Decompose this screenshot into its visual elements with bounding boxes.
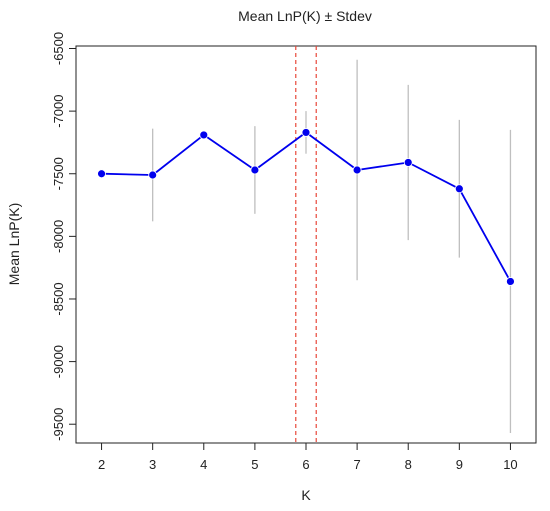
y-tick-label-4: -8500 <box>51 282 66 315</box>
y-axis-label: Mean LnP(K) <box>6 203 22 285</box>
data-point-k6 <box>301 128 311 137</box>
x-tick-label-2: 2 <box>98 457 105 472</box>
data-point-k4 <box>199 130 209 140</box>
x-tick-label-7: 7 <box>353 457 360 472</box>
x-tick-label-4: 4 <box>200 457 207 472</box>
data-point-k9 <box>454 184 464 194</box>
data-points <box>97 128 515 286</box>
x-tick-label-3: 3 <box>149 457 156 472</box>
x-tick-label-10: 10 <box>503 457 517 472</box>
x-tick-label-9: 9 <box>456 457 463 472</box>
y-tick-label-3: -8000 <box>51 220 66 253</box>
series-line <box>101 131 512 282</box>
y-tick-label-5: -9000 <box>51 345 66 378</box>
x-axis: 2 3 4 5 6 7 8 9 10 <box>98 443 518 472</box>
y-axis: -6500 -7000 -7500 -8000 -8500 -9000 -9500 <box>51 32 76 441</box>
y-tick-label-6: -9500 <box>51 408 66 441</box>
data-point-k7 <box>352 165 362 175</box>
y-tick-label-0: -6500 <box>51 32 66 65</box>
x-tick-label-6: 6 <box>302 457 309 472</box>
error-bars <box>152 59 512 433</box>
x-tick-label-5: 5 <box>251 457 258 472</box>
data-point-k5 <box>250 165 260 175</box>
data-point-k8 <box>403 158 413 167</box>
y-tick-label-1: -7000 <box>51 94 66 127</box>
data-point-k10 <box>506 277 515 286</box>
x-axis-label: K <box>301 487 311 503</box>
data-point-k3 <box>148 170 158 180</box>
x-tick-label-8: 8 <box>405 457 412 472</box>
reference-lines <box>295 46 317 443</box>
plot-frame <box>75 45 537 444</box>
series-line-group <box>101 131 512 282</box>
data-point-k2 <box>97 169 106 179</box>
y-tick-label-2: -7500 <box>51 157 66 190</box>
chart-title: Mean LnP(K) ± Stdev <box>238 8 372 24</box>
